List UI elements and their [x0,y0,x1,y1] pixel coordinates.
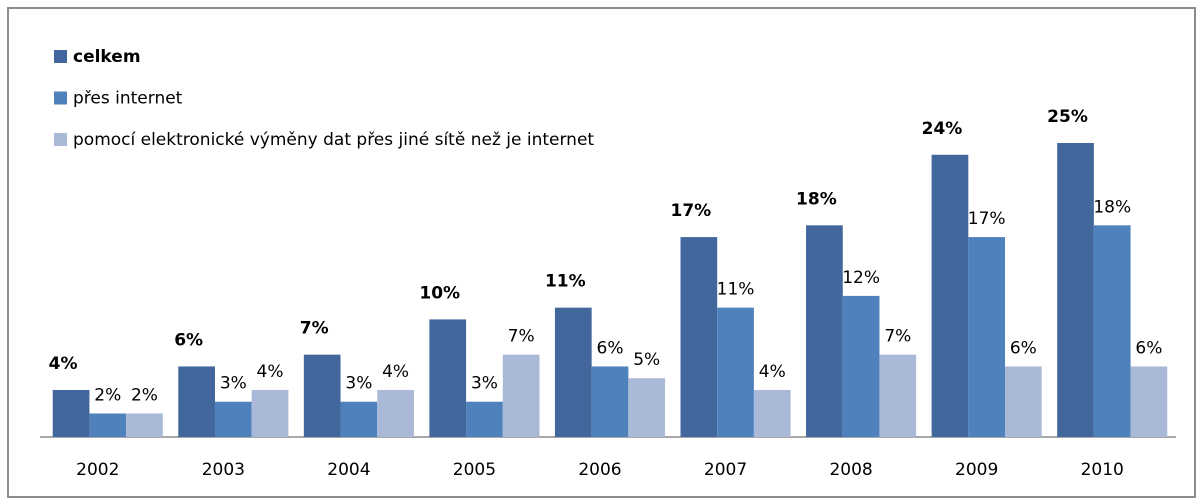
data-label: 10% [419,283,460,303]
x-tick-label: 2007 [704,460,747,480]
data-label: 3% [471,374,498,394]
bar [52,389,90,437]
bar [1005,366,1042,437]
x-tick-label: 2002 [76,460,119,480]
legend-swatch [54,50,67,63]
bar [680,237,718,437]
x-tick-label: 2005 [453,460,496,480]
data-label: 4% [257,362,284,382]
data-label: 7% [884,327,911,347]
data-label: 18% [796,189,837,209]
data-label: 2% [94,385,121,405]
bar [178,366,215,437]
x-tick-label: 2004 [327,460,370,480]
x-tick-label: 2003 [202,460,245,480]
data-label: 6% [597,338,624,358]
x-tick-label: 2006 [578,460,621,480]
data-label: 4% [759,362,786,382]
data-label: 6% [174,330,203,350]
bar [251,389,289,437]
data-label: 2% [131,385,158,405]
data-label: 7% [300,319,329,339]
legend-swatch [54,91,67,105]
x-tick-label: 2009 [955,460,998,480]
bar [126,413,163,437]
bar [502,354,540,437]
data-label: 17% [968,209,1006,229]
data-label: 3% [220,374,247,394]
bar [806,225,843,437]
data-label: 18% [1093,197,1131,217]
x-tick-label: 2008 [829,460,872,480]
legend-label: pomocí elektronické výměny dat přes jiné… [73,130,594,150]
data-label: 24% [922,119,963,139]
legend-label: přes internet [73,89,183,109]
bar [429,319,467,437]
data-label: 6% [1010,338,1037,358]
data-label: 4% [382,362,409,382]
bar [1093,225,1131,437]
legend-swatch [54,133,67,146]
data-label: 5% [633,350,660,370]
bar [466,401,503,437]
data-label: 6% [1135,338,1162,358]
data-label: 7% [508,327,535,347]
data-label: 11% [717,280,755,300]
bar [554,307,592,437]
data-label: 25% [1047,107,1088,127]
bar [214,401,252,437]
bar [1130,366,1168,437]
bar [717,307,754,437]
data-label: 11% [545,272,586,292]
bar [879,354,917,437]
data-label: 12% [842,268,880,288]
bar [1057,143,1094,437]
bar [842,295,880,437]
bar [628,378,666,437]
legend-label: celkem [73,47,141,67]
bar [591,366,629,437]
bar [89,413,127,437]
data-label: 3% [345,374,372,394]
data-label: 17% [671,201,712,221]
bar [753,389,791,437]
bar [303,354,341,437]
bar [968,237,1006,437]
bar [377,389,414,437]
bar [931,154,969,437]
x-tick-label: 2010 [1081,460,1124,480]
data-label: 4% [49,354,78,374]
bar [340,401,378,437]
